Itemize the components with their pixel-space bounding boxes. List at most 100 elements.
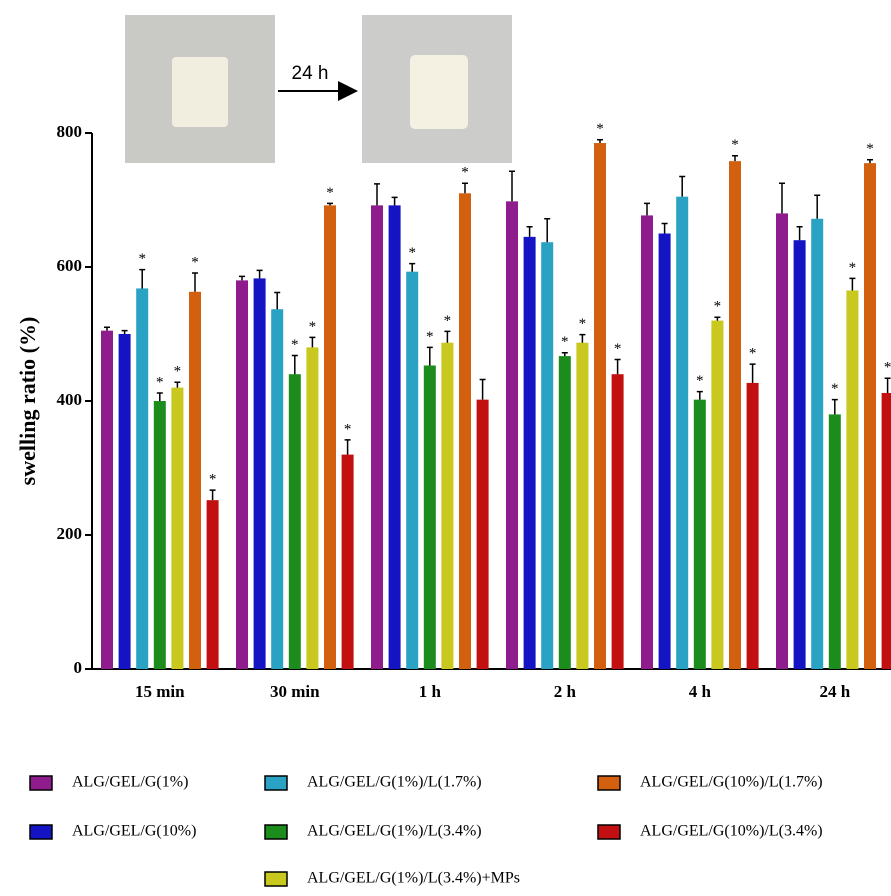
bar — [306, 347, 318, 669]
error-bar — [257, 270, 263, 278]
bar — [136, 288, 148, 669]
bar — [864, 163, 876, 669]
significance: * — [291, 337, 299, 353]
annotation: 24 h — [292, 63, 329, 84]
error-bar — [867, 160, 873, 163]
error-bar — [309, 337, 315, 347]
significance: * — [209, 472, 217, 488]
bar — [406, 272, 418, 669]
bar — [171, 388, 183, 669]
error-bar — [239, 276, 245, 280]
bar — [207, 500, 219, 669]
error-bar — [849, 278, 855, 290]
bar — [119, 334, 131, 669]
bar — [694, 400, 706, 669]
significance: * — [596, 121, 604, 137]
bar — [289, 374, 301, 669]
bar — [794, 240, 806, 669]
error-bar — [544, 219, 550, 242]
significance: * — [138, 251, 146, 267]
significance: * — [426, 329, 434, 345]
x-tick-label: 2 h — [554, 682, 577, 701]
error-bar — [480, 380, 486, 400]
legend-label: ALG/GEL/G(1%)/L(3.4%) — [307, 823, 482, 840]
error-bar — [392, 197, 398, 205]
significance: * — [579, 316, 587, 332]
error-bar — [139, 270, 145, 289]
bar — [594, 143, 606, 669]
error-bar — [832, 400, 838, 415]
error-bar — [814, 195, 820, 218]
error-bar — [779, 183, 785, 213]
error-bar — [885, 378, 891, 393]
error-bar — [157, 393, 163, 401]
error-bar — [579, 335, 585, 343]
error-bar — [374, 184, 380, 205]
error-bar — [174, 382, 180, 387]
legend-label: ALG/GEL/G(10%)/L(3.4%) — [640, 823, 823, 840]
bar — [271, 309, 283, 669]
error-bar — [274, 292, 280, 309]
y-tick-label: 0 — [74, 658, 83, 677]
significance: * — [174, 364, 182, 380]
significance: * — [831, 381, 839, 397]
x-tick-label: 30 min — [270, 682, 320, 701]
bar — [659, 234, 671, 670]
error-bar — [750, 364, 756, 383]
significance: * — [849, 260, 857, 276]
y-axis-label: swelling ratio (%) — [15, 317, 40, 486]
error-bar — [597, 140, 603, 143]
error-bar — [345, 440, 351, 455]
bar — [882, 393, 891, 669]
bar — [559, 356, 571, 669]
photo-after — [362, 15, 512, 163]
significance: * — [866, 141, 874, 157]
error-bar — [615, 359, 621, 374]
x-tick-label: 1 h — [419, 682, 442, 701]
significance: * — [191, 254, 199, 270]
bar — [371, 205, 383, 669]
bar — [747, 383, 759, 669]
legend-swatch — [265, 776, 287, 790]
legend-swatch — [598, 825, 620, 839]
y-tick-label: 600 — [57, 256, 83, 275]
significance: * — [714, 299, 722, 315]
significance: * — [326, 185, 334, 201]
bar — [189, 292, 201, 669]
error-bar — [444, 331, 450, 342]
bar — [612, 374, 624, 669]
x-tick-label: 24 h — [819, 682, 850, 701]
bar — [641, 215, 653, 669]
legend-swatch — [30, 825, 52, 839]
legend-label: ALG/GEL/G(1%) — [72, 774, 188, 791]
error-bar — [644, 203, 650, 215]
error-bar — [462, 183, 468, 193]
error-bar — [409, 264, 415, 272]
legend-label: ALG/GEL/G(10%)/L(1.7%) — [640, 774, 823, 791]
significance: * — [884, 360, 891, 376]
bar — [846, 290, 858, 669]
legend-label: ALG/GEL/G(1%)/L(1.7%) — [307, 774, 482, 791]
legend-label: ALG/GEL/G(10%) — [72, 823, 196, 840]
bar — [441, 343, 453, 669]
y-tick-label: 400 — [57, 390, 83, 409]
bar — [101, 331, 113, 669]
error-bar — [292, 355, 298, 374]
legend-swatch — [30, 776, 52, 790]
bar — [459, 193, 471, 669]
error-bar — [679, 177, 685, 197]
error-bar — [192, 273, 198, 292]
x-tick-label: 4 h — [689, 682, 712, 701]
legend-swatch — [598, 776, 620, 790]
error-bar — [327, 203, 333, 205]
bar — [389, 205, 401, 669]
bar — [524, 237, 536, 669]
bar — [424, 365, 436, 669]
bar — [506, 201, 518, 669]
error-bar — [509, 171, 515, 201]
bar — [541, 242, 553, 669]
bar — [711, 321, 723, 669]
error-bar — [697, 392, 703, 400]
error-bar — [122, 331, 128, 334]
significance: * — [749, 346, 757, 362]
